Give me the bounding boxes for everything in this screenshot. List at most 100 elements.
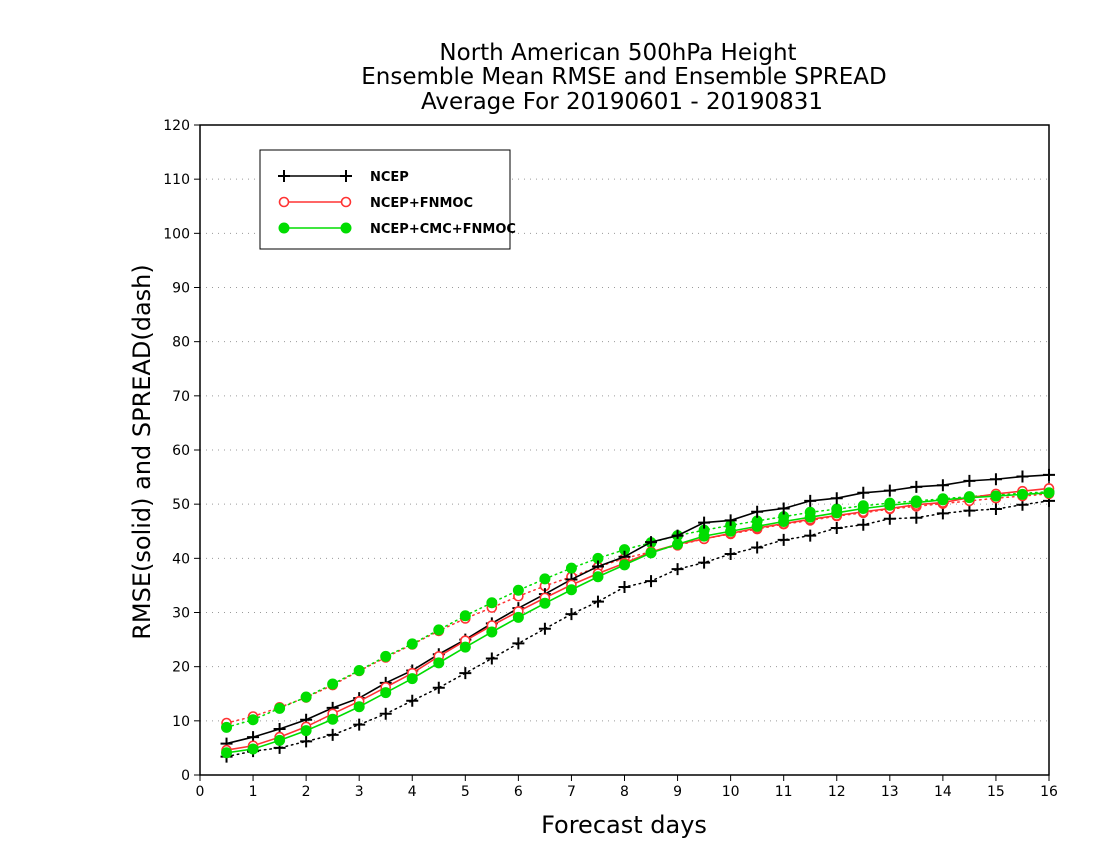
rmse-point [221,747,233,759]
title-line-3: Average For 20190601 - 20190831 [421,89,823,115]
spread-point [565,608,578,621]
series-ncep-cmc-fnmoc-rmse [221,487,1055,759]
spread-line [225,493,1050,724]
spread-point [857,518,870,531]
x-axis-label: Forecast days [541,811,707,839]
x-tick-label: 4 [408,784,417,800]
spread-point [777,533,790,546]
x-tick-label: 14 [934,784,952,800]
legend-marker-start [278,222,290,234]
x-tick-label: 5 [461,784,470,800]
rmse-point [672,538,684,550]
rmse-point [406,673,418,685]
legend-item: NCEP+FNMOC [278,196,473,211]
legend-marker-end [340,170,352,182]
legend-marker-end [340,196,352,208]
spread-point [247,714,259,726]
spread-point [804,529,817,542]
spread-point [565,562,577,574]
rmse-point [1016,488,1028,500]
spread-point [221,721,233,733]
series-ncep-fnmoc-spread [221,488,1055,729]
y-tick-label: 40 [172,551,190,567]
spread-point [963,504,976,517]
rmse-point [274,734,286,746]
legend-box [259,149,511,250]
spread-point [724,548,737,560]
spread-point [671,563,684,576]
y-tick-label: 50 [172,497,190,513]
spread-point [989,503,1002,516]
rmse-line [226,491,1050,754]
chart-title: North American 500hPa Height Ensemble Me… [361,40,886,115]
rmse-point [619,559,630,571]
rmse-point [804,494,817,507]
spread-point [326,728,339,741]
rmse-point [751,505,764,518]
x-tick-label: 9 [673,784,682,800]
rmse-point [777,502,790,515]
x-tick-label: 1 [249,784,258,800]
y-tick-label: 120 [163,118,190,134]
spread-point [538,622,551,635]
rmse-point [645,536,658,549]
rmse-point [539,597,551,609]
spread-point [751,541,764,554]
spread-point [380,650,392,662]
rmse-point [831,507,843,519]
spread-point [486,597,498,609]
spread-point [379,707,392,720]
rmse-point [963,492,975,504]
spread-point [645,575,658,588]
spread-point [936,507,949,520]
y-tick-label: 70 [172,389,190,405]
rmse-point [778,516,790,527]
x-tick-label: 3 [355,784,364,800]
spread-point [459,667,472,680]
rmse-point [459,641,471,653]
rmse-point [565,584,577,596]
spread-point [618,581,631,594]
spread-point [459,610,471,622]
spread-point [883,512,896,525]
spread-line [225,500,1050,758]
legend-marker-start [278,196,290,208]
rmse-point [300,725,312,737]
rmse-point [937,494,949,506]
rmse-point [883,484,896,497]
y-tick-label: 0 [181,768,190,784]
series-ncep-spread [220,494,1055,763]
rmse-point [725,525,737,537]
rmse-point [327,713,339,725]
y-axis-label: RMSE(solid) and SPREAD(dash) [128,264,156,640]
spread-point [591,595,604,608]
spread-point [432,681,445,694]
x-tick-label: 16 [1040,784,1058,800]
spread-point [300,691,312,703]
spread-point [485,652,498,665]
rmse-point [247,743,259,755]
spread-point [274,702,286,714]
title-line-1: North American 500hPa Height [439,40,796,66]
spread-point [512,637,525,650]
spread-point [539,573,551,585]
rmse-point [433,657,445,669]
rmse-point [910,497,922,509]
title-line-2: Ensemble Mean RMSE and Ensemble SPREAD [361,64,886,90]
x-tick-label: 0 [196,784,205,800]
spread-point [433,624,445,636]
x-tick-label: 7 [567,784,576,800]
rmse-point [353,701,365,713]
spread-point [406,638,418,650]
rmse-point [380,687,392,699]
x-tick-label: 12 [828,784,846,800]
rmse-point [724,514,737,527]
spread-point [300,735,313,748]
x-tick-label: 13 [881,784,899,800]
y-tick-label: 100 [163,226,190,242]
series-ncep-cmc-fnmoc-spread [221,486,1055,733]
spread-point [698,556,711,569]
rmse-point [592,571,604,583]
rmse-point [512,611,524,623]
